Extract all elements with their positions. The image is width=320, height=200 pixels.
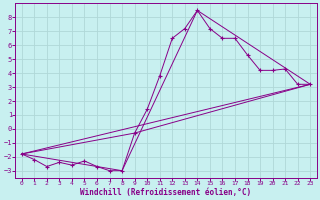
X-axis label: Windchill (Refroidissement éolien,°C): Windchill (Refroidissement éolien,°C) <box>80 188 252 197</box>
